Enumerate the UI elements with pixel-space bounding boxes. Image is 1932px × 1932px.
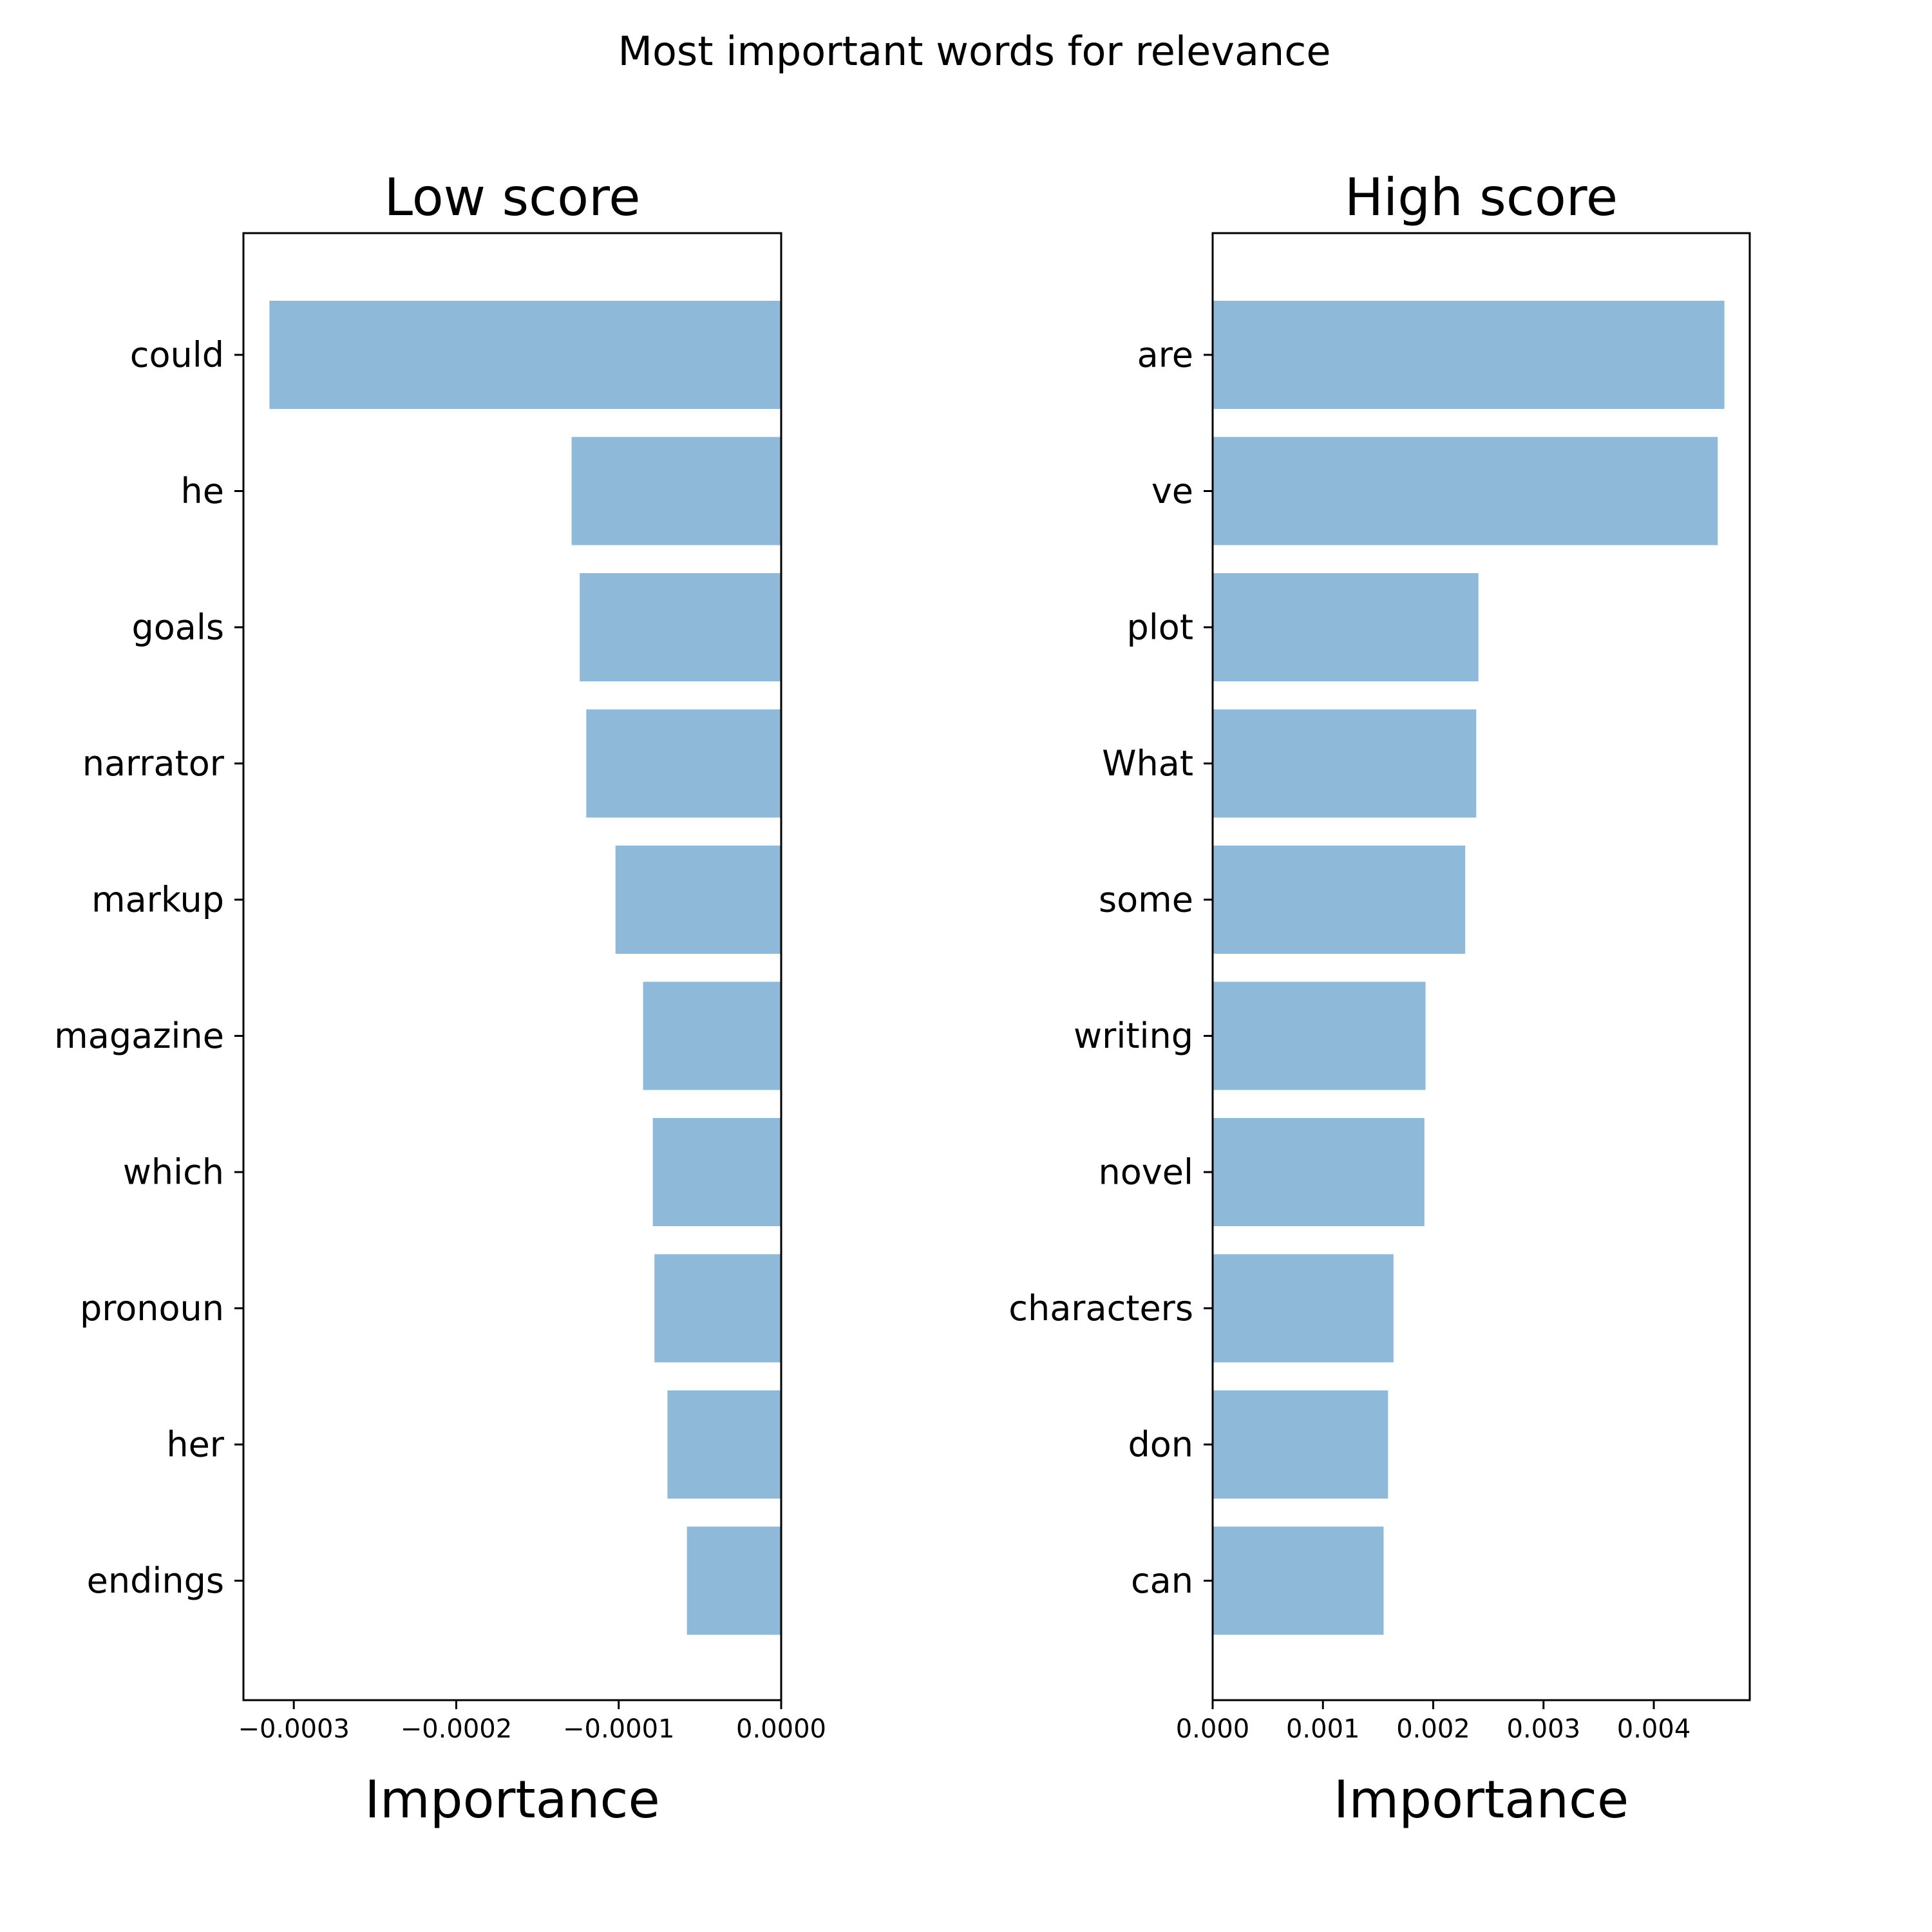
- x-tick-label: 0.000: [1176, 1714, 1250, 1744]
- bar-What: [1213, 709, 1477, 818]
- y-tick-label: he: [181, 471, 224, 511]
- panel-title: Low score: [384, 167, 641, 227]
- bar-writing: [1213, 981, 1426, 1090]
- bar-novel: [1213, 1118, 1425, 1226]
- y-tick-label: magazine: [54, 1016, 224, 1056]
- y-tick-label: plot: [1127, 607, 1194, 648]
- chart-panel-2: are ve plot What some writing novel characters d…: [1009, 167, 1751, 1830]
- x-tick-label: 0.001: [1286, 1714, 1360, 1744]
- x-tick-label: 0.004: [1617, 1714, 1691, 1744]
- y-tick-label: ve: [1151, 471, 1193, 511]
- y-tick-label: What: [1102, 743, 1193, 784]
- bar-are: [1213, 301, 1725, 409]
- y-tick-label: novel: [1099, 1152, 1193, 1193]
- bar-pronoun: [654, 1254, 781, 1363]
- bar-could: [269, 301, 781, 409]
- chart-panel-1: could he goals narrator markup magazine which p…: [54, 167, 826, 1830]
- x-tick-label: −0.0002: [401, 1714, 512, 1744]
- bar-which: [652, 1118, 781, 1226]
- x-tick-label: 0.0000: [736, 1714, 826, 1744]
- bar-markup: [615, 846, 781, 954]
- bar-don: [1213, 1390, 1388, 1499]
- y-tick-label: endings: [87, 1560, 224, 1601]
- x-tick-label: 0.002: [1396, 1714, 1470, 1744]
- bar-some: [1213, 846, 1466, 954]
- figure-title: Most important words for relevance: [618, 28, 1331, 75]
- x-tick-label: −0.0001: [563, 1714, 674, 1744]
- panel-title: High score: [1345, 167, 1618, 227]
- y-tick-label: narrator: [82, 743, 225, 784]
- bar-plot: [1213, 573, 1479, 681]
- y-tick-label: are: [1137, 335, 1193, 375]
- y-tick-label: goals: [131, 607, 224, 648]
- y-tick-label: don: [1128, 1425, 1193, 1465]
- y-tick-label: some: [1099, 880, 1193, 920]
- y-tick-label: pronoun: [80, 1288, 224, 1329]
- bar-endings: [687, 1526, 781, 1635]
- y-tick-label: can: [1131, 1560, 1193, 1601]
- bar-her: [667, 1390, 781, 1499]
- y-tick-label: her: [166, 1425, 224, 1465]
- x-tick-label: 0.003: [1507, 1714, 1581, 1744]
- y-tick-label: which: [123, 1152, 224, 1193]
- axes-frame: [242, 232, 782, 1701]
- y-tick-label: markup: [91, 880, 224, 920]
- bar-can: [1213, 1526, 1384, 1635]
- bar-he: [571, 437, 781, 545]
- y-tick-label: writing: [1074, 1016, 1193, 1056]
- x-axis-label: Importance: [1334, 1770, 1629, 1830]
- panels: could he goals narrator markup magazine which p…: [54, 167, 1751, 1830]
- bar-characters: [1213, 1254, 1394, 1363]
- bar-ve: [1213, 437, 1718, 545]
- x-axis-label: Importance: [365, 1770, 659, 1830]
- y-tick-label: could: [130, 335, 224, 375]
- bar-narrator: [586, 709, 781, 818]
- y-tick-label: characters: [1009, 1288, 1193, 1329]
- bar-goals: [580, 573, 781, 681]
- x-tick-label: −0.0003: [238, 1714, 349, 1744]
- axes-frame: [1211, 232, 1751, 1701]
- bar-magazine: [643, 981, 781, 1090]
